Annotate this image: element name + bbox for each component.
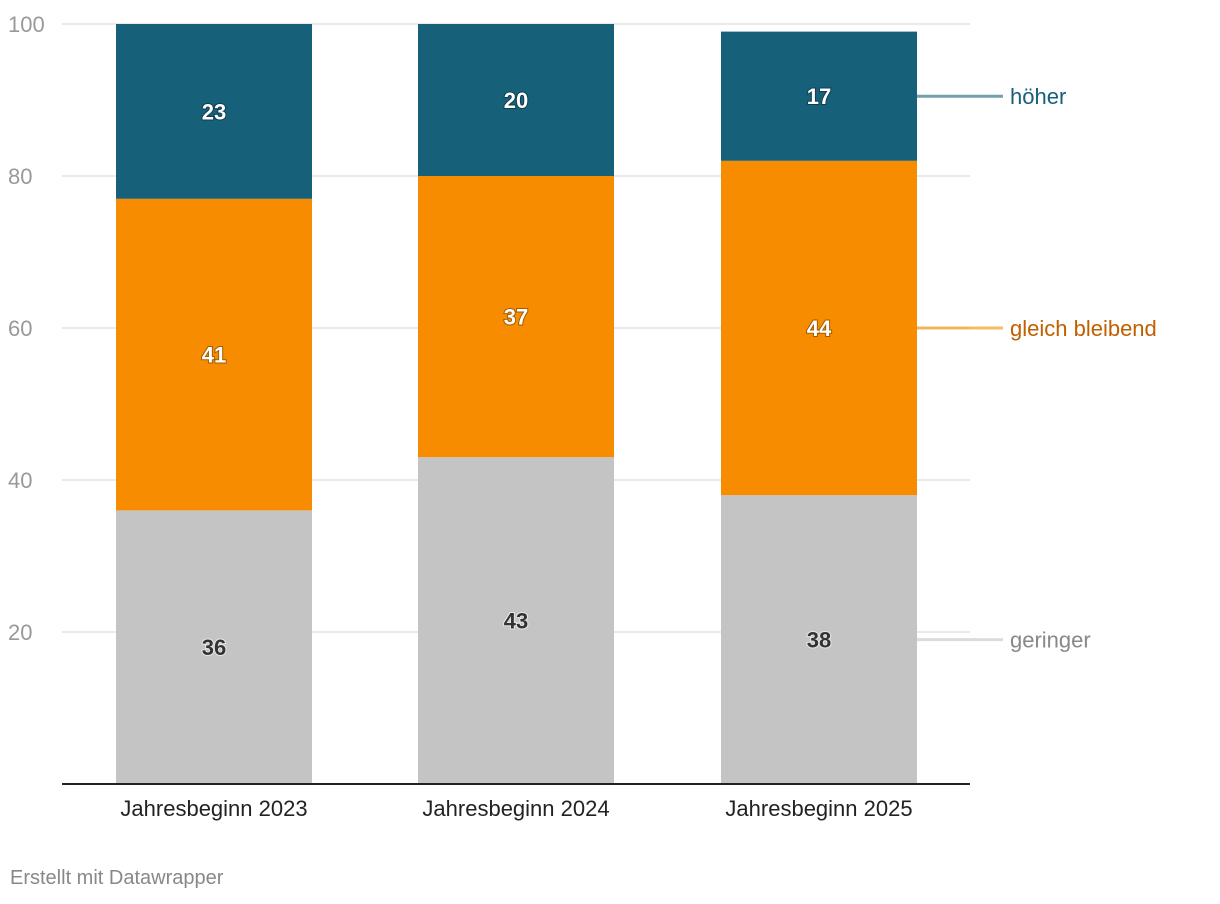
x-tick-label: Jahresbeginn 2024 — [422, 796, 609, 821]
x-tick-label: Jahresbeginn 2025 — [725, 796, 912, 821]
legend-label: geringer — [1010, 628, 1091, 653]
data-label: 43 — [504, 609, 528, 634]
data-label: 20 — [504, 88, 528, 113]
value-labels: 36 41 23 43 37 20 38 44 17 — [201, 83, 833, 661]
y-tick-label: 80 — [8, 164, 32, 189]
bar-segment — [116, 510, 312, 784]
bar-segment — [721, 495, 917, 784]
legend-label: gleich bleibend — [1010, 316, 1157, 341]
bar-segment — [721, 31, 917, 161]
data-label: 41 — [202, 343, 226, 368]
data-label: 17 — [807, 84, 831, 109]
data-label: 23 — [202, 99, 226, 124]
bar-segment — [116, 198, 312, 511]
bar-segment — [721, 160, 917, 496]
y-tick-label: 60 — [8, 316, 32, 341]
bar-segment — [116, 24, 312, 199]
data-label: 37 — [504, 305, 528, 330]
data-label: 44 — [807, 316, 832, 341]
data-label: 38 — [807, 628, 831, 653]
bar-segment — [418, 457, 614, 784]
y-tick-label: 40 — [8, 468, 32, 493]
x-axis: Jahresbeginn 2023 Jahresbeginn 2024 Jahres… — [62, 783, 970, 821]
footer-credit: Erstellt mit Datawrapper — [10, 867, 224, 889]
legend: geringer gleich bleibend höher — [917, 84, 1157, 653]
x-tick-label: Jahresbeginn 2023 — [120, 796, 307, 821]
y-tick-label: 100 — [8, 12, 45, 37]
data-label: 36 — [202, 635, 226, 660]
y-tick-label: 20 — [8, 620, 32, 645]
bars — [116, 24, 917, 784]
bar-segment — [418, 176, 614, 458]
bar-segment — [418, 24, 614, 176]
legend-label: höher — [1010, 84, 1066, 109]
